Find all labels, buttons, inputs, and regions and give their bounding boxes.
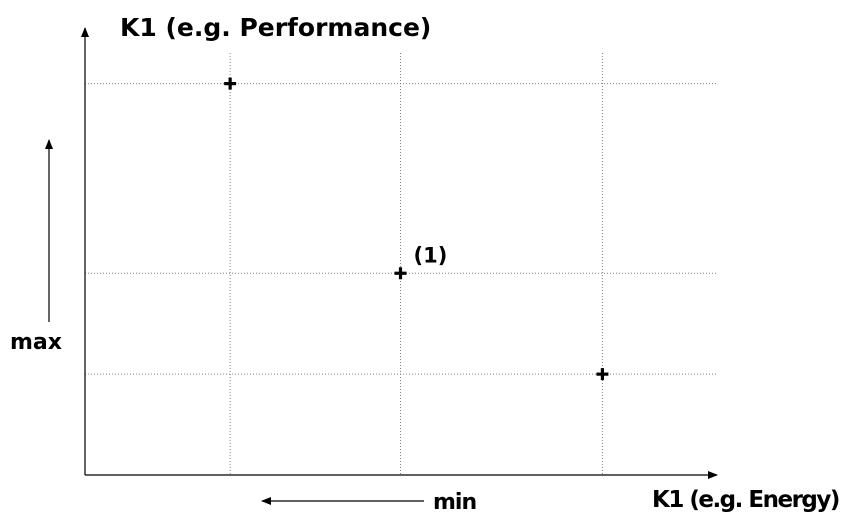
plus-marker xyxy=(394,267,407,280)
point-label: (1) xyxy=(414,243,448,267)
data-points: (1) xyxy=(224,77,609,381)
plus-marker xyxy=(596,368,609,381)
min-direction-label: min xyxy=(433,490,476,515)
plus-marker xyxy=(224,77,237,90)
grid-lines xyxy=(85,53,718,475)
x-axis-title: K1 (e.g. Energy) xyxy=(652,487,839,513)
y-axis-title: K1 (e.g. Performance) xyxy=(120,13,431,42)
max-direction-label: max xyxy=(10,330,62,355)
